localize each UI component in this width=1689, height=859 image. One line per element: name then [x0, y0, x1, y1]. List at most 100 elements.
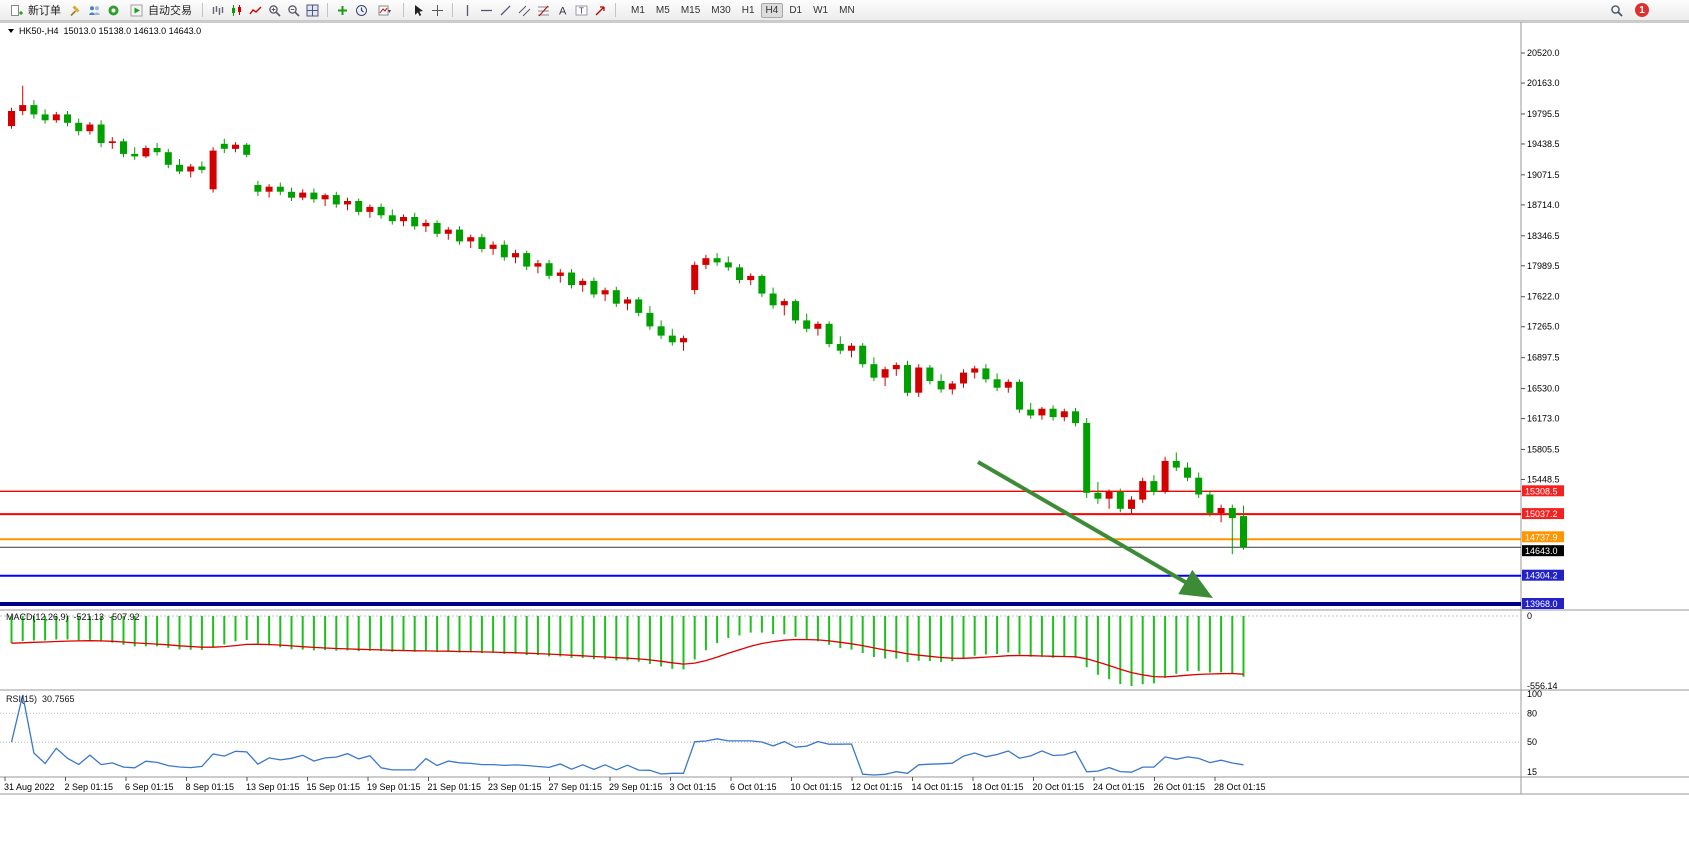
- line-chart-icon[interactable]: [247, 2, 264, 18]
- time-axis-label: 20 Oct 01:15: [1033, 782, 1085, 792]
- macd-indicator-label: MACD(12,26,9) -521.13 -507.92: [6, 612, 140, 622]
- svg-text:15037.2: 15037.2: [1525, 509, 1558, 519]
- toolbar-separator: [202, 3, 203, 17]
- ohlc-values: 15013.0 15138.0 14613.0 14643.0: [63, 26, 202, 36]
- price-badge: [1522, 545, 1564, 557]
- time-axis-label: 15 Sep 01:15: [307, 782, 361, 792]
- rsi-scale-label: 50: [1527, 737, 1537, 747]
- timeframe-button-mn[interactable]: MN: [839, 4, 855, 16]
- timeframe-button-m1[interactable]: M1: [631, 4, 645, 16]
- chevron-down-icon[interactable]: [8, 29, 14, 33]
- crosshair-icon[interactable]: [429, 2, 446, 18]
- time-axis-label: 23 Sep 01:15: [488, 782, 542, 792]
- fibonacci-tool-icon[interactable]: [535, 2, 552, 18]
- svg-text:A: A: [559, 5, 567, 17]
- time-axis: 31 Aug 2022 2 Sep 01:15 6 Sep 01:15 8 Sep 0…: [4, 777, 1266, 792]
- price-tick-label: 17989.5: [1527, 261, 1560, 271]
- svg-text:14737.9: 14737.9: [1525, 532, 1558, 542]
- price-tick-label: 19795.5: [1527, 109, 1560, 119]
- zoom-in-icon[interactable]: [266, 2, 283, 18]
- search-icon[interactable]: [1608, 2, 1625, 18]
- timeframe-button-h4[interactable]: H4: [760, 2, 784, 18]
- svg-text:14304.2: 14304.2: [1525, 571, 1558, 581]
- time-axis-label: 21 Sep 01:15: [428, 782, 482, 792]
- timeframe-button-h1[interactable]: H1: [741, 4, 755, 16]
- svg-text:T: T: [579, 6, 584, 15]
- time-axis-label: 19 Sep 01:15: [367, 782, 421, 792]
- time-axis-label: 29 Sep 01:15: [609, 782, 663, 792]
- new-order-label: 新订单: [28, 5, 61, 17]
- vertical-line-tool-icon[interactable]: [459, 2, 476, 18]
- macd-scale-min: -556.14: [1527, 681, 1558, 691]
- auto-trading-button[interactable]: 自动交易: [124, 0, 196, 20]
- zoom-out-icon[interactable]: [285, 2, 302, 18]
- time-axis-label: 18 Oct 01:15: [972, 782, 1024, 792]
- macd-signal-line: [11, 638, 1244, 678]
- timeframe-button-w1[interactable]: W1: [813, 4, 829, 16]
- macd-pane: [0, 615, 1521, 686]
- notification-badge[interactable]: 1: [1635, 3, 1649, 17]
- price-tick-label: 19071.5: [1527, 170, 1560, 180]
- svg-text:13968.0: 13968.0: [1525, 599, 1558, 609]
- candlestick-series: [8, 85, 1247, 555]
- arrow-shapes-icon[interactable]: [592, 2, 609, 18]
- time-axis-label: 27 Sep 01:15: [549, 782, 603, 792]
- timeframe-button-m5[interactable]: M5: [655, 4, 670, 16]
- profiles-icon[interactable]: [86, 2, 103, 18]
- price-badge: [1522, 569, 1564, 581]
- auto-trading-label: 自动交易: [148, 5, 192, 17]
- price-tick-label: 17622.0: [1527, 292, 1560, 302]
- horizontal-lines[interactable]: [0, 490, 1521, 606]
- price-tick-label: 20520.0: [1527, 48, 1560, 58]
- hammer-icon[interactable]: [67, 2, 84, 18]
- time-axis-label: 31 Aug 2022: [4, 782, 55, 792]
- rsi-value: 30.7565: [42, 694, 75, 704]
- svg-text:15308.5: 15308.5: [1525, 486, 1558, 496]
- macd-scale-zero: 0: [1527, 611, 1532, 621]
- price-tick-label: 18346.5: [1527, 231, 1560, 241]
- rsi-indicator-label: RSI(15) 30.7565: [6, 694, 75, 704]
- new-order-button[interactable]: 新订单: [4, 0, 65, 20]
- rsi-name: RSI(15): [6, 694, 38, 704]
- rsi-scale-label: 80: [1527, 708, 1537, 718]
- new-order-icon: [8, 2, 25, 18]
- price-badge: [1522, 598, 1564, 609]
- market-watch-icon[interactable]: [105, 2, 122, 18]
- toolbar-separator: [615, 3, 616, 17]
- pane-borders: [0, 21, 1689, 795]
- tile-windows-icon[interactable]: [304, 2, 321, 18]
- main-toolbar: 新订单 自动交易 A T M1 M5 M15 M30: [0, 0, 1689, 21]
- period-clock-icon[interactable]: [353, 2, 370, 18]
- toolbar-separator: [327, 3, 328, 17]
- rsi-scale-label: 15: [1527, 767, 1537, 777]
- price-badge: [1522, 531, 1564, 543]
- timeframe-button-m30[interactable]: M30: [711, 4, 731, 16]
- price-tick-label: 19438.5: [1527, 139, 1560, 149]
- time-axis-label: 12 Oct 01:15: [851, 782, 903, 792]
- trendline-tool-icon[interactable]: [497, 2, 514, 18]
- new-chart-button[interactable]: [372, 0, 397, 20]
- time-axis-label: 28 Oct 01:15: [1214, 782, 1266, 792]
- text-label-tool-icon[interactable]: T: [573, 2, 590, 18]
- timeframe-button-m15[interactable]: M15: [680, 4, 701, 16]
- time-axis-label: 14 Oct 01:15: [912, 782, 964, 792]
- time-axis-label: 2 Sep 01:15: [65, 782, 114, 792]
- price-tick-label: 20163.0: [1527, 78, 1560, 88]
- price-tick-label: 16173.0: [1527, 414, 1560, 424]
- macd-main-value: -521.13: [73, 612, 105, 622]
- price-badge: [1522, 485, 1564, 497]
- text-tool-icon[interactable]: A: [554, 2, 571, 18]
- cursor-icon[interactable]: [410, 2, 427, 18]
- channel-tool-icon[interactable]: [516, 2, 533, 18]
- price-tick-label: 16897.5: [1527, 353, 1560, 363]
- rsi-line: [10, 694, 1244, 776]
- bar-chart-icon[interactable]: [209, 2, 226, 18]
- chart-header: HK50-,H4 15013.0 15138.0 14613.0 14643.0: [8, 26, 201, 36]
- candlestick-chart-icon[interactable]: [228, 2, 245, 18]
- horizontal-line-tool-icon[interactable]: [478, 2, 495, 18]
- indicators-icon[interactable]: [334, 2, 351, 18]
- trend-arrow-annotation[interactable]: [976, 460, 1213, 599]
- timeframe-button-d1[interactable]: D1: [789, 4, 803, 16]
